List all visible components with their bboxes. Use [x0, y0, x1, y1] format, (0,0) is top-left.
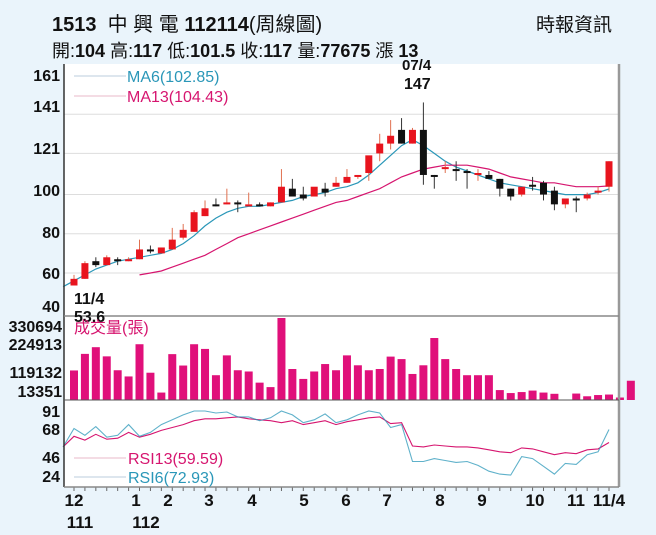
close-value: 117: [263, 41, 293, 61]
svg-text:161: 161: [33, 68, 60, 85]
chart-title: 1513 中 興 電 112114(周線圖): [52, 8, 322, 37]
x-axis-labels: 12 1 2 3 4 5 6 7 8 9 10 11 11/4 111 112: [65, 491, 626, 532]
quote-line: 開:104 高:117 低:101.5 收:117 量:77675 漲 13: [52, 37, 418, 63]
svg-text:9: 9: [477, 491, 486, 510]
svg-text:4: 4: [247, 491, 257, 510]
change-value: 13: [398, 41, 419, 61]
svg-text:3: 3: [204, 491, 213, 510]
svg-text:6: 6: [341, 491, 350, 510]
price-y-axis: 161 141 121 100 80 60 40: [33, 68, 60, 316]
svg-text:12: 12: [65, 491, 84, 510]
candlesticks: [70, 102, 613, 286]
svg-text:8: 8: [435, 491, 444, 510]
volume-value: 77675: [320, 41, 371, 61]
svg-text:80: 80: [42, 225, 60, 242]
svg-text:7: 7: [382, 491, 391, 510]
volume-label: 量:: [297, 41, 321, 61]
svg-text:13351: 13351: [18, 384, 63, 401]
rsi6-legend: RSI6(72.93): [128, 470, 214, 487]
open-label: 開:: [52, 41, 76, 61]
grid-lines: [64, 113, 619, 274]
stock-name: 中 興 電: [107, 14, 179, 36]
close-label: 收:: [240, 41, 264, 61]
stock-code: 1513: [52, 14, 97, 36]
svg-text:10: 10: [526, 491, 545, 510]
rsi-lines: [62, 410, 610, 491]
svg-text:121: 121: [33, 141, 60, 158]
svg-text:68: 68: [42, 422, 60, 439]
volume-title: 成交量(張): [74, 319, 149, 337]
svg-text:11: 11: [567, 491, 585, 510]
svg-text:40: 40: [42, 299, 60, 316]
svg-text:24: 24: [42, 469, 60, 486]
change-label: 漲: [375, 41, 394, 61]
svg-text:119132: 119132: [9, 365, 62, 382]
moving-average-lines: [62, 139, 610, 288]
svg-text:2: 2: [163, 491, 172, 510]
ma6-legend: MA6(102.85): [127, 69, 220, 86]
low-annotation-date: 11/4: [74, 291, 104, 308]
svg-text:1: 1: [131, 491, 140, 510]
volume-bars: [70, 318, 635, 400]
svg-text:100: 100: [33, 183, 60, 200]
svg-text:46: 46: [42, 450, 60, 467]
brand-label: 時報資訊: [536, 15, 613, 36]
svg-text:91: 91: [42, 404, 60, 421]
chart-panel: [64, 64, 619, 487]
svg-text:5: 5: [299, 491, 308, 510]
svg-text:112: 112: [132, 513, 159, 532]
svg-text:60: 60: [42, 266, 60, 283]
ma13-legend: MA13(104.43): [127, 89, 228, 106]
high-annotation-value: 147: [404, 76, 431, 93]
date-code: 112114: [184, 14, 249, 36]
svg-text:11/4: 11/4: [593, 491, 626, 510]
low-annotation-value: 53.6: [74, 309, 105, 326]
volume-y-axis: 330694 224913 119132 13351: [9, 319, 62, 401]
svg-text:330694: 330694: [9, 319, 62, 336]
svg-text:224913: 224913: [9, 337, 62, 354]
high-label: 高:: [110, 41, 134, 61]
svg-text:141: 141: [33, 99, 60, 116]
rsi13-legend: RSI13(59.59): [128, 451, 223, 468]
low-value: 101.5: [190, 41, 236, 61]
chart-kind: (周線圖): [248, 14, 323, 36]
high-annotation-date: 07/4: [402, 57, 432, 74]
svg-text:111: 111: [67, 513, 94, 532]
high-value: 117: [133, 41, 163, 61]
open-value: 104: [75, 41, 106, 61]
rsi-y-axis: 91 68 46 24: [42, 404, 60, 486]
low-label: 低:: [167, 41, 191, 61]
